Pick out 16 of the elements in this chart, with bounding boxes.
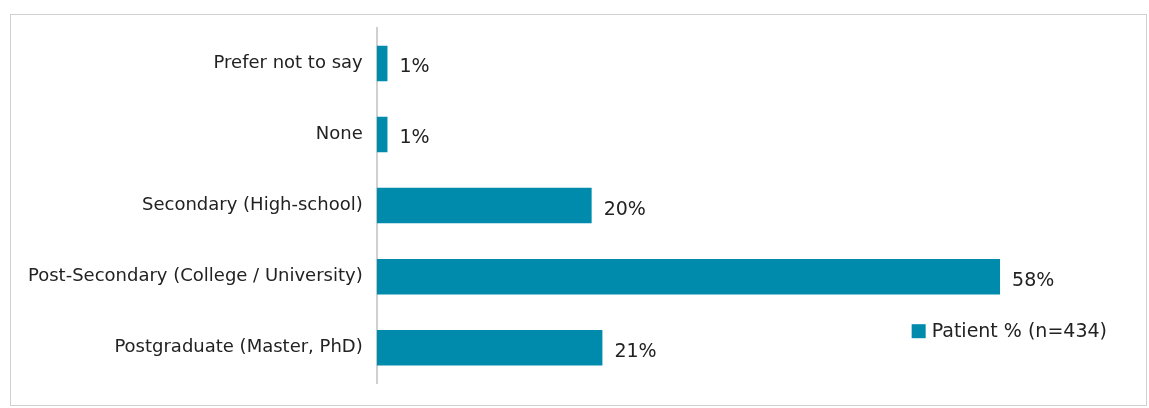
data-label: 1% bbox=[399, 54, 430, 77]
y-tick-label: Post-Secondary (College / University) bbox=[28, 264, 363, 286]
y-tick-label: Secondary (High-school) bbox=[142, 193, 363, 215]
data-label: 58% bbox=[1012, 267, 1055, 290]
data-label: 1% bbox=[399, 125, 430, 148]
y-tick-label: None bbox=[315, 122, 363, 144]
bar bbox=[376, 45, 388, 82]
legend-label: Patient % (n=434) bbox=[931, 319, 1107, 342]
bar bbox=[376, 116, 388, 153]
bar bbox=[376, 187, 592, 224]
bar bbox=[376, 329, 603, 366]
data-label: 21% bbox=[614, 338, 657, 361]
y-tick-label: Postgraduate (Master, PhD) bbox=[114, 335, 363, 357]
y-tick-label: Prefer not to say bbox=[213, 51, 364, 73]
data-label: 20% bbox=[603, 196, 646, 219]
bar bbox=[376, 258, 1001, 295]
